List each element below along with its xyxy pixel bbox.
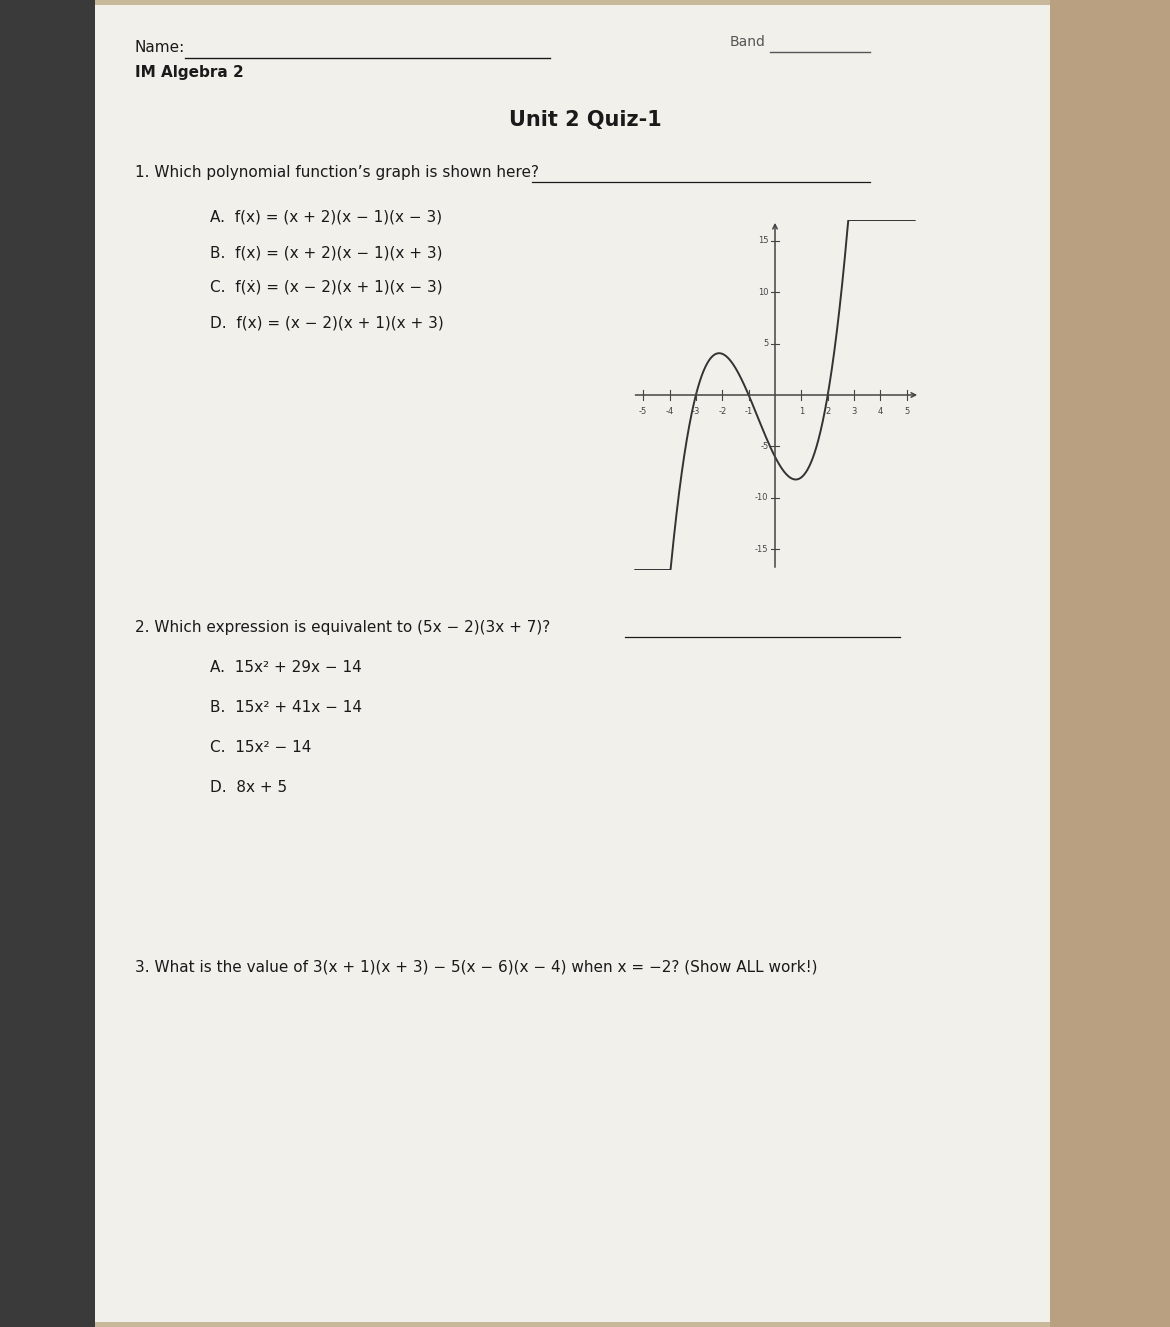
Text: -15: -15 (755, 545, 769, 553)
Text: B.  15x² + 41x − 14: B. 15x² + 41x − 14 (209, 701, 362, 715)
Text: -10: -10 (755, 494, 769, 503)
Text: 5: 5 (763, 338, 769, 348)
Text: D.  8x + 5: D. 8x + 5 (209, 780, 287, 795)
Text: 1. Which polynomial function’s graph is shown here?: 1. Which polynomial function’s graph is … (135, 165, 539, 180)
Text: 15: 15 (758, 236, 769, 245)
Text: C.  15x² − 14: C. 15x² − 14 (209, 740, 311, 755)
Text: 10: 10 (758, 288, 769, 296)
Bar (0, 0, 95, 1327)
Text: A.  15x² + 29x − 14: A. 15x² + 29x − 14 (209, 660, 362, 675)
Text: A.  f(x) = (x + 2)(x − 1)(x − 3): A. f(x) = (x + 2)(x − 1)(x − 3) (209, 210, 442, 226)
Text: 1: 1 (799, 407, 804, 417)
Text: Band: Band (730, 35, 766, 49)
Text: -2: -2 (718, 407, 727, 417)
Text: 4: 4 (878, 407, 883, 417)
Text: D.  f(x) = (x − 2)(x + 1)(x + 3): D. f(x) = (x − 2)(x + 1)(x + 3) (209, 314, 443, 330)
Text: 3. What is the value of 3(x + 1)(x + 3) − 5(x − 6)(x − 4) when x = −2? (Show ALL: 3. What is the value of 3(x + 1)(x + 3) … (135, 959, 818, 975)
Bar (95, 5, 1049, 1322)
Text: IM Algebra 2: IM Algebra 2 (135, 65, 243, 80)
Text: Name:: Name: (135, 40, 185, 54)
Text: 2: 2 (825, 407, 831, 417)
Text: -5: -5 (639, 407, 647, 417)
Text: 5: 5 (904, 407, 909, 417)
Text: -3: -3 (691, 407, 700, 417)
Text: -1: -1 (744, 407, 752, 417)
Bar (1049, 0, 1170, 1327)
Text: Unit 2 Quiz-1: Unit 2 Quiz-1 (509, 110, 661, 130)
Text: B.  f(x) = (x + 2)(x − 1)(x + 3): B. f(x) = (x + 2)(x − 1)(x + 3) (209, 245, 442, 260)
Text: 2. Which expression is equivalent to (5x − 2)(3x + 7)?: 2. Which expression is equivalent to (5x… (135, 620, 550, 636)
Text: C.  f(ẋ) = (x − 2)(x + 1)(x − 3): C. f(ẋ) = (x − 2)(x + 1)(x − 3) (209, 280, 442, 295)
Text: -4: -4 (666, 407, 674, 417)
Text: -5: -5 (760, 442, 769, 451)
Text: 3: 3 (852, 407, 856, 417)
